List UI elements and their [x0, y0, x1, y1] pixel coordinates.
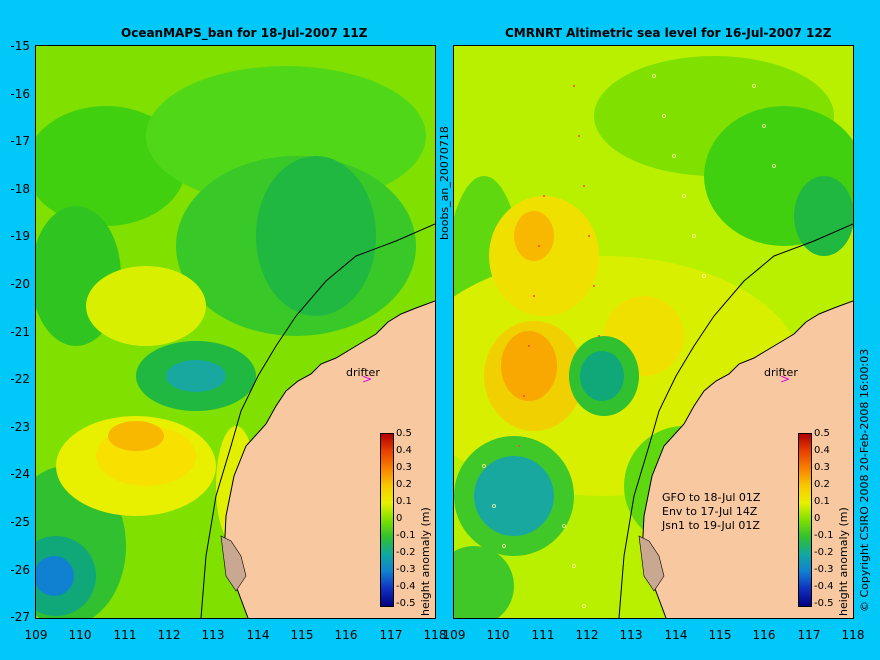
- right-map-panel: > drifter GFO to 18-Jul 01Z Env to 17-Ju…: [453, 45, 854, 619]
- x-tick-label: 114: [246, 628, 270, 642]
- right-colorbar-label: height anomaly (m): [837, 507, 850, 616]
- colorbar-tick: 0.3: [396, 462, 412, 473]
- x-tick-label: 111: [531, 628, 555, 642]
- left-map-title: OceanMAPS_ban for 18-Jul-2007 11Z: [121, 26, 368, 40]
- middle-run-label: boobs_an_20070718: [438, 126, 451, 240]
- left-colorbar-label: height anomaly (m): [419, 507, 432, 616]
- y-tick-label: -16: [10, 87, 30, 101]
- x-tick-label: 115: [708, 628, 732, 642]
- colorbar-tick: 0.1: [814, 496, 830, 507]
- x-tick-label: 110: [68, 628, 92, 642]
- colorbar-tick: -0.3: [396, 564, 416, 575]
- svg-text:>: >: [362, 372, 372, 386]
- colorbar-tick: 0.1: [396, 496, 412, 507]
- x-tick-label: 112: [157, 628, 181, 642]
- svg-text:>: >: [780, 372, 790, 386]
- colorbar-tick: -0.4: [396, 581, 416, 592]
- colorbar-tick: -0.5: [814, 598, 834, 609]
- y-tick-label: -24: [10, 467, 30, 481]
- colorbar-tick: -0.2: [396, 547, 416, 558]
- x-tick-label: 115: [290, 628, 314, 642]
- x-tick-label: 113: [619, 628, 643, 642]
- y-tick-label: -27: [10, 610, 30, 624]
- left-colorbar: [380, 433, 394, 607]
- colorbar-tick: -0.4: [814, 581, 834, 592]
- y-tick-label: -15: [10, 39, 30, 53]
- colorbar-tick: -0.5: [396, 598, 416, 609]
- y-tick-label: -22: [10, 372, 30, 386]
- colorbar-tick: 0.3: [814, 462, 830, 473]
- left-drifter-label: drifter: [346, 366, 380, 379]
- x-tick-label: 111: [113, 628, 137, 642]
- satellite-line: Env to 17-Jul 14Z: [662, 505, 758, 518]
- y-tick-label: -25: [10, 515, 30, 529]
- colorbar-tick: 0: [396, 513, 403, 524]
- x-tick-label: 117: [797, 628, 821, 642]
- right-drifter-label: drifter: [764, 366, 798, 379]
- satellite-line: GFO to 18-Jul 01Z: [662, 491, 761, 504]
- y-tick-label: -17: [10, 134, 30, 148]
- y-tick-label: -20: [10, 277, 30, 291]
- x-tick-label: 118: [841, 628, 865, 642]
- x-tick-label: 116: [752, 628, 776, 642]
- right-colorbar: [798, 433, 812, 607]
- left-map-svg: >: [36, 46, 435, 618]
- x-tick-label: 110: [486, 628, 510, 642]
- colorbar-tick: -0.3: [814, 564, 834, 575]
- right-map-svg: >: [454, 46, 853, 618]
- x-tick-label: 116: [334, 628, 358, 642]
- colorbar-tick: -0.1: [396, 530, 416, 541]
- colorbar-tick: 0.2: [814, 479, 830, 490]
- colorbar-tick: 0.2: [396, 479, 412, 490]
- y-tick-label: -26: [10, 563, 30, 577]
- y-tick-label: -19: [10, 229, 30, 243]
- x-tick-label: 109: [442, 628, 466, 642]
- x-tick-label: 109: [24, 628, 48, 642]
- colorbar-tick: 0.4: [814, 445, 830, 456]
- x-tick-label: 114: [664, 628, 688, 642]
- y-tick-label: -23: [10, 420, 30, 434]
- colorbar-tick: -0.1: [814, 530, 834, 541]
- x-tick-label: 117: [379, 628, 403, 642]
- colorbar-tick: -0.2: [814, 547, 834, 558]
- right-map-title: CMRNRT Altimetric sea level for 16-Jul-2…: [505, 26, 832, 40]
- y-tick-label: -18: [10, 182, 30, 196]
- x-tick-label: 112: [575, 628, 599, 642]
- colorbar-tick: 0.5: [396, 428, 412, 439]
- x-tick-label: 118: [423, 628, 447, 642]
- colorbar-tick: 0.4: [396, 445, 412, 456]
- left-map-panel: > drifter 0.5 0.4 0.3 0.2 0.1 0 -0.1 -0.…: [35, 45, 436, 619]
- x-tick-label: 113: [201, 628, 225, 642]
- colorbar-tick: 0.5: [814, 428, 830, 439]
- colorbar-tick: 0: [814, 513, 821, 524]
- y-tick-label: -21: [10, 325, 30, 339]
- copyright-text: © Copyright CSIRO 2008 20-Feb-2008 16:00…: [858, 348, 871, 612]
- satellite-line: Jsn1 to 19-Jul 01Z: [662, 519, 760, 532]
